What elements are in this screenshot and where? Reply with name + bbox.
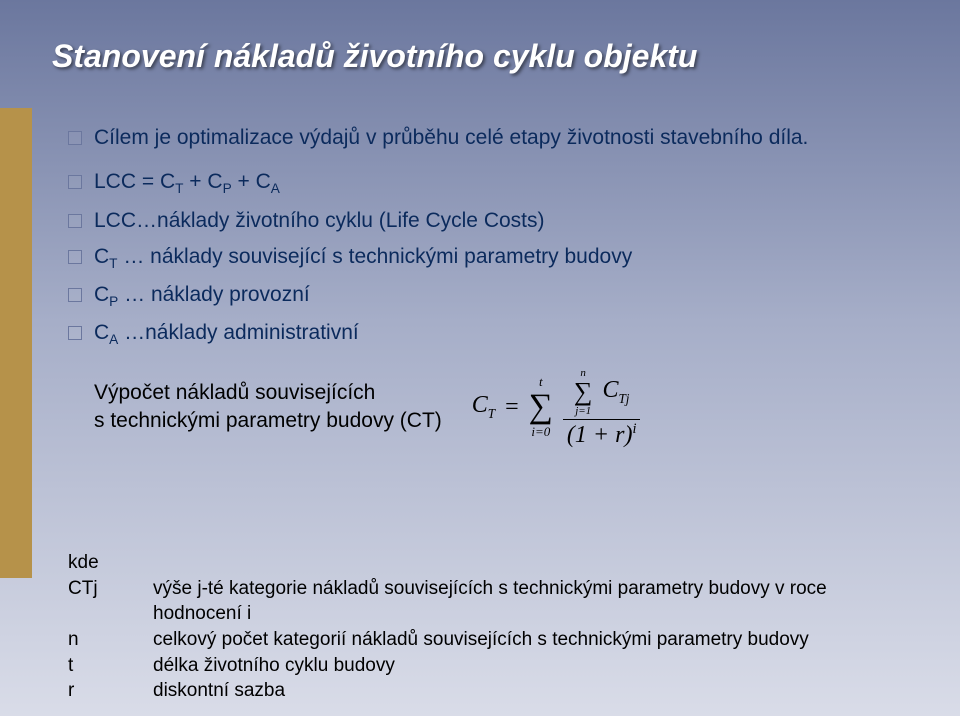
denominator: (1 + r)i: [563, 422, 641, 448]
bullet-ct: CT … náklady související s technickými p…: [68, 244, 920, 272]
legend-t: t délka životního cyklu budovy: [68, 653, 920, 679]
legend-kde: kde: [68, 550, 920, 576]
lcc-text: LCC = CT + CP + CA: [94, 170, 280, 193]
legend-n: n celkový počet kategorií nákladů souvis…: [68, 627, 920, 653]
bullet-lcc-def: LCC…náklady životního cyklu (Life Cycle …: [68, 208, 920, 234]
legend: kde CTj výše j-té kategorie nákladů souv…: [68, 550, 920, 704]
formula: CT = t ∑ i=0 n ∑ j=1 CTj: [472, 367, 641, 449]
legend-r: r diskontní sazba: [68, 678, 920, 704]
accent-bar: [0, 108, 32, 578]
equals-sign: =: [505, 394, 519, 421]
formula-row: Výpočet nákladů souvisejících s technick…: [68, 367, 920, 449]
numerator: n ∑ j=1 CTj: [570, 367, 634, 417]
bullet-intro: Cílem je optimalizace výdajů v průběhu c…: [68, 125, 920, 151]
legend-ctj: CTj výše j-té kategorie nákladů souvisej…: [68, 576, 920, 627]
bullet-lcc-formula: LCC = CT + CP + CA: [68, 169, 920, 197]
content-area: Cílem je optimalizace výdajů v průběhu c…: [68, 125, 920, 448]
fraction: n ∑ j=1 CTj (1 + r)i: [563, 367, 641, 449]
outer-sum: t ∑ i=0: [529, 374, 553, 440]
page-title: Stanovení nákladů životního cyklu objekt…: [52, 38, 920, 75]
bullet-ca: CA …náklady administrativní: [68, 320, 920, 348]
bullet-cp: CP … náklady provozní: [68, 282, 920, 310]
formula-lhs: CT: [472, 392, 495, 422]
formula-caption: Výpočet nákladů souvisejících s technick…: [68, 379, 442, 436]
